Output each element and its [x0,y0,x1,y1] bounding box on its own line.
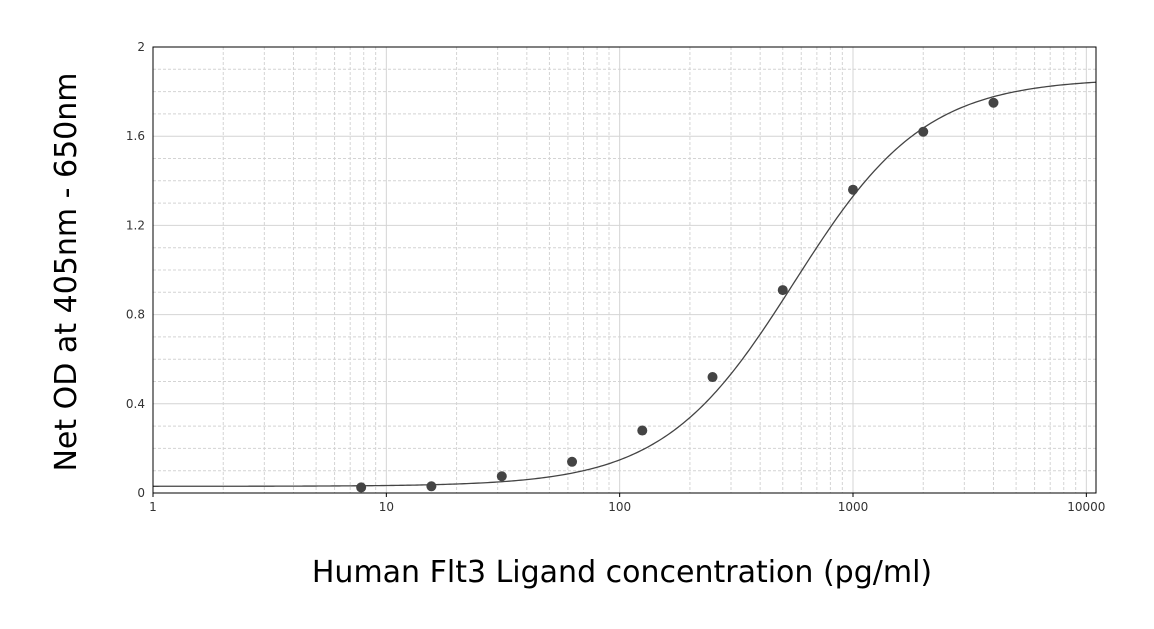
y-tick-label: 2 [137,40,145,54]
x-tick-label: 1000 [838,500,869,514]
data-point [707,372,718,383]
x-axis-title: Human Flt3 Ligand concentration (pg/ml) [312,555,932,590]
data-point [988,97,999,108]
y-tick-label: 0 [137,486,145,500]
grid-lines [153,47,1096,493]
y-tick-label: 1.6 [126,129,145,143]
x-tick-label: 100 [608,500,631,514]
plot-frame [152,46,1097,494]
y-tick-label: 0.8 [126,308,145,322]
data-point [637,425,648,436]
data-point [567,456,578,467]
data-points [356,97,999,493]
data-point [918,126,929,137]
y-tick-label: 1.2 [126,218,145,232]
data-point [777,285,788,296]
fit-curve-layer [153,81,1097,487]
y-axis-title: Net OD at 405nm - 650nm [49,72,84,471]
fit-curve-line [153,81,1097,487]
data-point [356,482,367,493]
x-tick-label: 10000 [1067,500,1105,514]
y-tick-labels: 0 0.4 0.8 1.2 1.6 2 [126,40,145,500]
data-point [848,184,859,195]
x-tick-label: 10 [379,500,394,514]
x-tick-label: 1 [149,500,157,514]
data-point [496,471,507,482]
data-point [426,481,437,492]
x-tick-labels: 1 10 100 1000 10000 [149,493,1105,514]
y-tick-label: 0.4 [126,397,145,411]
